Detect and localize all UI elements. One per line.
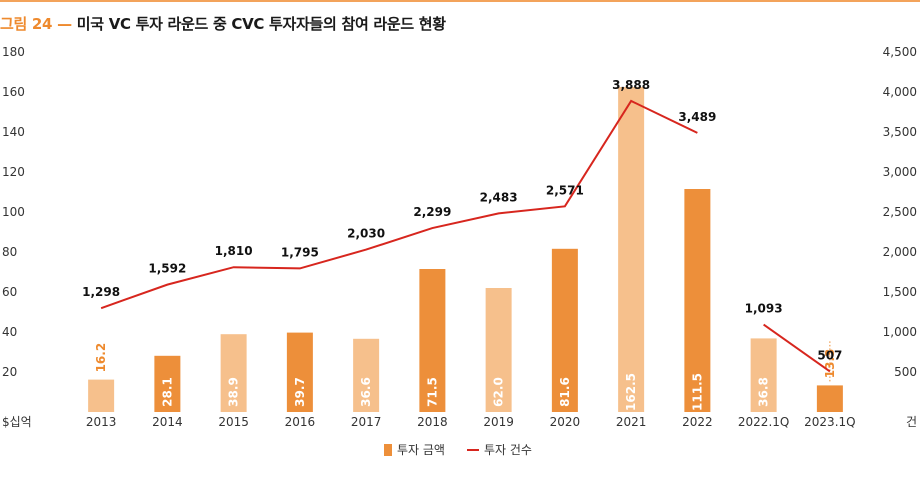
bar-value-label: 111.5 [690,373,704,411]
legend-line-swatch [466,448,479,451]
bar-value-label: 71.5 [425,377,439,407]
y-right-tick-label: 500 [894,365,917,379]
y-right-tick-label: 1,500 [883,285,917,299]
bar-value-label: 36.6 [359,377,373,407]
line-value-label: 1,298 [82,285,120,299]
y-right-tick-label: 3,000 [883,165,917,179]
bar-value-label: 16.2 [94,343,108,373]
bar [419,269,446,412]
bar [220,334,247,412]
legend-item-amount: 투자 금액 [384,441,445,458]
chart-title: 그림 24 — 미국 VC 투자 라운드 중 CVC 투자자들의 참여 라운드 … [0,13,446,34]
combo-chart: 20 40 60 80 100 120 140 160 180 500 1,000 1,500 2,00… [2,45,917,429]
bar [353,338,380,412]
x-tick-label: 2023.1Q [804,415,855,429]
y-left-axis-label: $십억 [2,415,32,429]
bar [551,248,578,412]
bar [154,355,181,412]
y-left-tick-label: 20 [2,365,17,379]
y-right-tick-label: 3,500 [883,125,917,139]
bar-value-label: 36.8 [757,377,771,407]
x-tick-label: 2015 [218,415,249,429]
legend-bar-label: 투자 금액 [397,443,445,457]
top-accent-line [0,0,920,2]
bar [286,332,313,412]
x-tick-label: 2017 [351,415,382,429]
bar [816,385,843,412]
y-left-tick-label: 40 [2,325,17,339]
line-value-label: 2,299 [413,205,451,219]
x-tick-label: 2022.1Q [738,415,789,429]
bar-value-label: 62.0 [492,377,506,407]
line-value-label: 3,888 [612,78,650,92]
bar-value-label: 162.5 [624,373,638,411]
x-tick-label: 2020 [550,415,581,429]
y-left-tick-label: 180 [2,45,25,59]
x-tick-label: 2013 [86,415,117,429]
line-value-label: 2,483 [480,190,518,204]
line-value-label: 507 [817,348,842,362]
legend-item-count: 투자 건수 [466,441,532,458]
y-right-tick-label: 4,500 [883,45,917,59]
bar [88,379,115,412]
y-right-tick-label: 2,500 [883,205,917,219]
y-left-tick-label: 160 [2,85,25,99]
line-value-label: 1,795 [281,245,319,259]
line-value-label: 3,489 [678,110,716,124]
line-value-label: 2,030 [347,227,385,241]
y-left-tick-label: 100 [2,205,25,219]
x-tick-label: 2021 [616,415,647,429]
bar [618,87,645,412]
figure-label: 그림 24 — [0,15,72,33]
bar-value-label: 39.7 [293,377,307,407]
x-tick-label: 2018 [417,415,448,429]
x-tick-label: 2016 [285,415,316,429]
line-value-label: 1,592 [148,262,186,276]
x-tick-label: 2022 [682,415,713,429]
y-right-axis-label: 건 [906,415,917,429]
figure-title: 미국 VC 투자 라운드 중 CVC 투자자들의 참여 라운드 현황 [76,15,446,33]
bar-value-label: 81.6 [558,377,572,407]
line-value-label: 2,571 [546,183,584,197]
bar-value-label: 28.1 [160,377,174,407]
y-left-tick-label: 80 [2,245,17,259]
count-line-series [100,99,698,310]
bar [485,288,512,412]
x-tick-label: 2019 [483,415,514,429]
legend-bar-swatch [384,443,392,456]
y-right-tick-label: 4,000 [883,85,917,99]
bar [684,189,711,412]
y-left-tick-label: 60 [2,285,17,299]
x-tick-label: 2014 [152,415,183,429]
bar-value-label: 38.9 [227,377,241,407]
y-left-tick-label: 140 [2,125,25,139]
y-right-tick-label: 2,000 [883,245,917,259]
line-value-label: 1,093 [745,302,783,316]
line-value-label: 1,810 [215,244,253,258]
y-left-tick-label: 120 [2,165,25,179]
chart-legend: 투자 금액 투자 건수 [384,441,532,458]
count-line-series [763,323,831,373]
y-right-tick-label: 1,000 [883,325,917,339]
bar [750,338,777,412]
legend-line-label: 투자 건수 [483,443,532,457]
